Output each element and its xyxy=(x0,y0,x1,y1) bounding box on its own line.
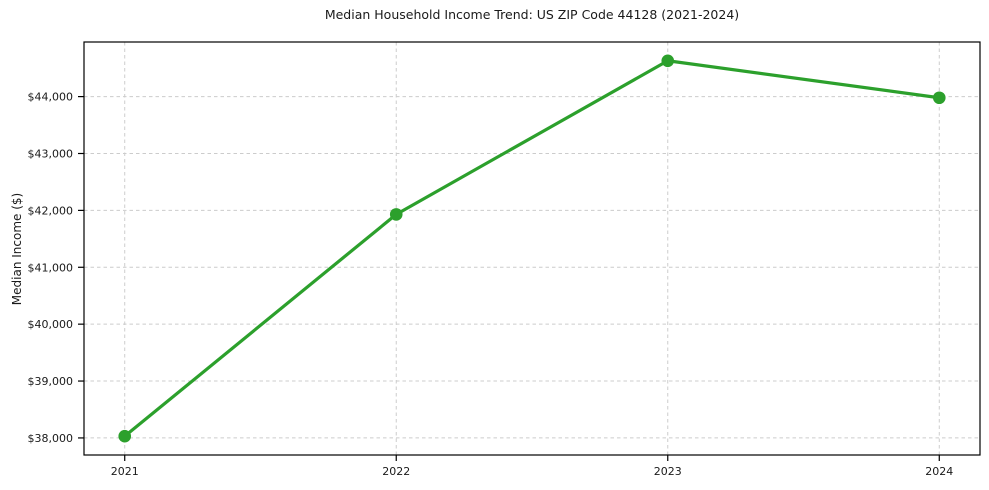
y-tick-label: $39,000 xyxy=(28,375,74,388)
chart-title: Median Household Income Trend: US ZIP Co… xyxy=(324,7,740,22)
y-tick-label: $43,000 xyxy=(28,147,74,160)
x-tick-label: 2023 xyxy=(654,465,682,478)
y-tick-label: $40,000 xyxy=(28,318,74,331)
axes-spines xyxy=(83,41,981,456)
y-tick-label: $44,000 xyxy=(28,91,74,104)
data-point-2023 xyxy=(661,54,675,68)
trend-line xyxy=(123,59,940,438)
data-point-2021 xyxy=(118,429,132,443)
x-tick-label: 2021 xyxy=(111,465,139,478)
y-tick-label: $41,000 xyxy=(28,261,74,274)
data-point-2022 xyxy=(389,208,403,221)
data-point-2024 xyxy=(932,91,946,105)
x-tick-label: 2024 xyxy=(925,465,953,478)
y-tick-label: $38,000 xyxy=(28,432,74,445)
y-tick-label: $42,000 xyxy=(28,204,74,217)
x-tick-label: 2022 xyxy=(382,465,410,478)
